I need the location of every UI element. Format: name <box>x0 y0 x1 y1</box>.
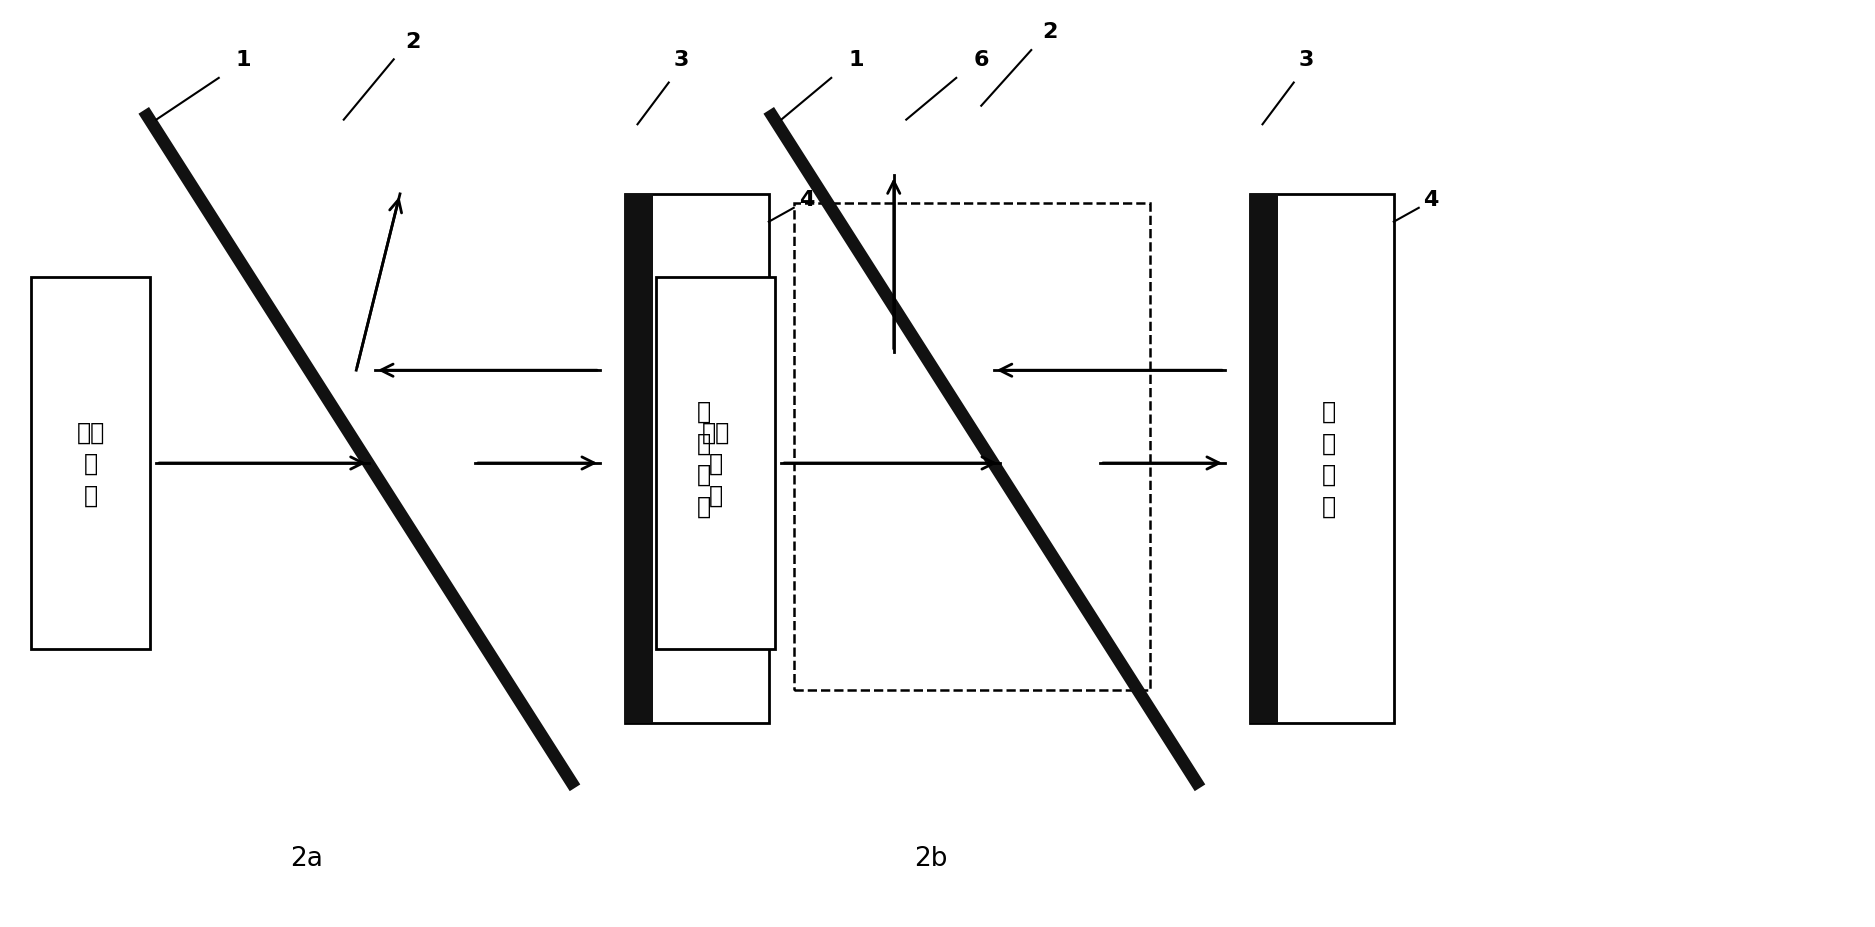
Text: 4: 4 <box>1423 189 1438 210</box>
Bar <box>793 204 1149 691</box>
Text: 1: 1 <box>236 50 251 70</box>
Bar <box>624 195 769 723</box>
Text: 2: 2 <box>1042 22 1057 43</box>
Bar <box>1251 195 1393 723</box>
Text: 3: 3 <box>673 50 688 70</box>
Text: 激发
光
源: 激发 光 源 <box>701 420 729 507</box>
Bar <box>1251 195 1277 723</box>
Text: 1: 1 <box>849 50 864 70</box>
Text: 6: 6 <box>973 50 988 70</box>
Text: 导
热
衬
底: 导 热 衬 底 <box>698 400 711 518</box>
Text: 4: 4 <box>799 189 814 210</box>
Text: 导
热
衬
底: 导 热 衬 底 <box>1322 400 1335 518</box>
Bar <box>624 195 652 723</box>
Text: 3: 3 <box>1299 50 1314 70</box>
Text: 2b: 2b <box>915 845 949 871</box>
Bar <box>32 278 150 649</box>
Text: 2: 2 <box>405 32 420 52</box>
Text: 2a: 2a <box>291 845 322 871</box>
Text: 激发
光
源: 激发 光 源 <box>77 420 105 507</box>
Bar <box>656 278 774 649</box>
